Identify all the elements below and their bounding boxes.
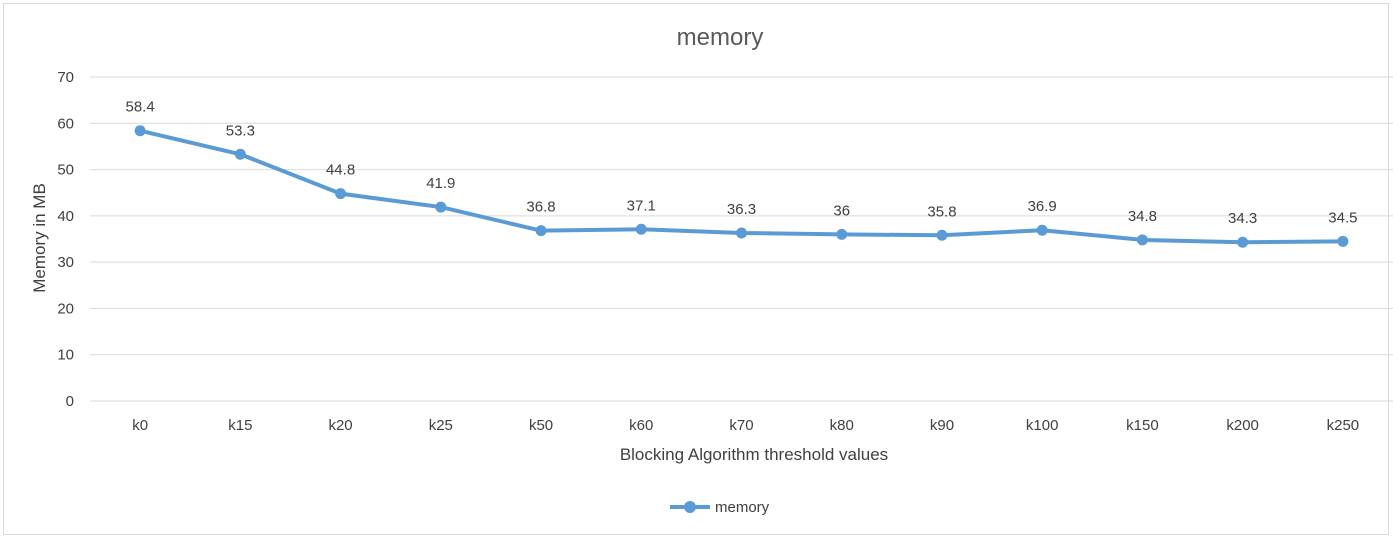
x-tick-label: k250 — [1327, 417, 1360, 434]
data-point — [535, 225, 547, 237]
legend-dot-marker — [684, 501, 696, 513]
x-tick-label: k25 — [429, 417, 453, 434]
x-tick-label: k100 — [1026, 417, 1059, 434]
y-tick-label: 20 — [57, 300, 74, 317]
y-axis-ticks: 0 10 20 30 40 50 60 70 — [57, 69, 74, 410]
data-label: 35.8 — [927, 203, 956, 220]
data-point — [1337, 235, 1349, 247]
data-point — [335, 188, 347, 200]
data-label: 37.1 — [627, 197, 656, 214]
y-axis-title: Memory in MB — [30, 183, 49, 293]
data-label: 41.9 — [426, 175, 455, 192]
series-layer — [134, 125, 1349, 248]
data-label: 36.3 — [727, 201, 756, 218]
x-tick-label: k50 — [529, 417, 553, 434]
y-tick-label: 10 — [57, 347, 74, 364]
data-label: 44.8 — [326, 162, 355, 179]
data-point — [936, 229, 948, 241]
gridlines — [90, 76, 1393, 402]
chart-area — [3, 3, 1389, 535]
y-tick-label: 30 — [57, 254, 74, 271]
data-label: 34.5 — [1328, 209, 1357, 226]
series-line — [138, 128, 1345, 245]
data-label: 53.3 — [226, 122, 255, 139]
x-tick-label: k150 — [1126, 417, 1159, 434]
y-tick-label: 70 — [57, 69, 74, 86]
x-axis-title: Blocking Algorithm threshold values — [620, 445, 888, 464]
data-point — [1237, 236, 1249, 248]
data-label: 36.8 — [526, 199, 555, 216]
y-tick-label: 40 — [57, 208, 74, 225]
y-tick-label: 60 — [57, 115, 74, 132]
data-label: 36.9 — [1028, 198, 1057, 215]
data-point — [134, 125, 146, 137]
y-tick-label: 0 — [66, 393, 74, 410]
data-label: 34.8 — [1128, 208, 1157, 225]
data-point — [1136, 234, 1148, 246]
data-label: 58.4 — [126, 99, 155, 116]
x-tick-label: k90 — [930, 417, 954, 434]
x-tick-label: k70 — [729, 417, 753, 434]
data-point — [836, 228, 848, 240]
x-axis-ticks: k0 k15 k20 k25 k50 k60 k70 k80 k90 k100 k150 k200 k2… — [132, 417, 1359, 434]
data-point — [635, 223, 647, 235]
data-point — [736, 227, 747, 239]
x-tick-label: k20 — [328, 417, 352, 434]
x-tick-label: k0 — [132, 417, 148, 434]
data-label: 36 — [833, 202, 850, 219]
data-point — [1036, 224, 1048, 236]
x-tick-label: k80 — [830, 417, 854, 434]
data-labels: 58.4 53.3 44.8 41.9 36.8 37.1 36.3 36 35.8 36.9 34… — [126, 99, 1358, 228]
x-tick-label: k60 — [629, 417, 653, 434]
legend-label: memory — [715, 499, 770, 516]
x-tick-label: k200 — [1226, 417, 1259, 434]
data-point — [435, 201, 447, 213]
data-point — [234, 148, 246, 160]
chart-title: memory — [677, 24, 764, 51]
y-tick-label: 50 — [57, 162, 74, 179]
x-tick-label: k15 — [228, 417, 252, 434]
legend: memory — [670, 499, 770, 516]
data-label: 34.3 — [1228, 210, 1257, 227]
